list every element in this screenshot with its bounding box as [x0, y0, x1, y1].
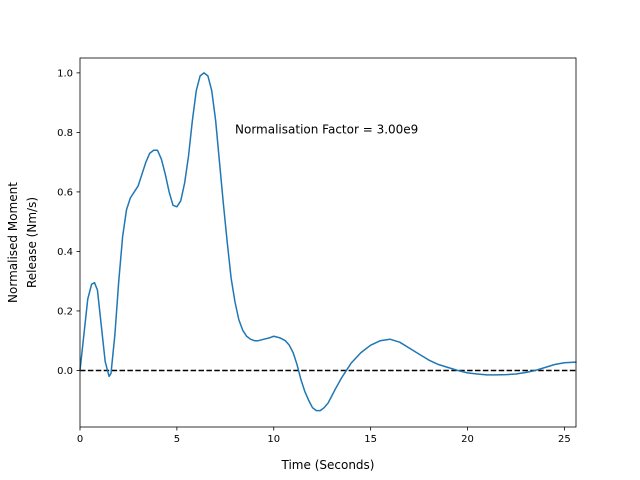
y-tick-label: 0.6 [57, 187, 73, 198]
y-axis-label-line-2: Release (Nm/s) [25, 197, 39, 288]
y-tick-label: 0.0 [57, 366, 73, 377]
x-tick-label: 15 [364, 434, 377, 445]
y-tick-label: 0.4 [57, 247, 73, 258]
axes-group: 0 5 10 15 20 25 0.0 0.2 0.4 0.6 0.8 1.0 [57, 57, 577, 445]
x-tick-label: 0 [77, 434, 83, 445]
normalisation-factor-annotation: Normalisation Factor = 3.00e9 [235, 122, 418, 136]
axes-frame [79, 57, 577, 428]
x-tick-label: 10 [267, 434, 280, 445]
y-tick-label: 1.0 [57, 68, 73, 79]
y-tick-label: 0.2 [57, 306, 73, 317]
y-axis-label-line-1: Normalised Moment [6, 182, 20, 303]
x-tick-label: 20 [461, 434, 474, 445]
x-tick-label: 5 [174, 434, 180, 445]
x-axis-label: Time (Seconds) [281, 458, 375, 472]
y-tick-label: 0.8 [57, 128, 73, 139]
series-group [79, 72, 577, 412]
series-line-0 [79, 72, 577, 412]
x-tick-label: 25 [558, 434, 571, 445]
